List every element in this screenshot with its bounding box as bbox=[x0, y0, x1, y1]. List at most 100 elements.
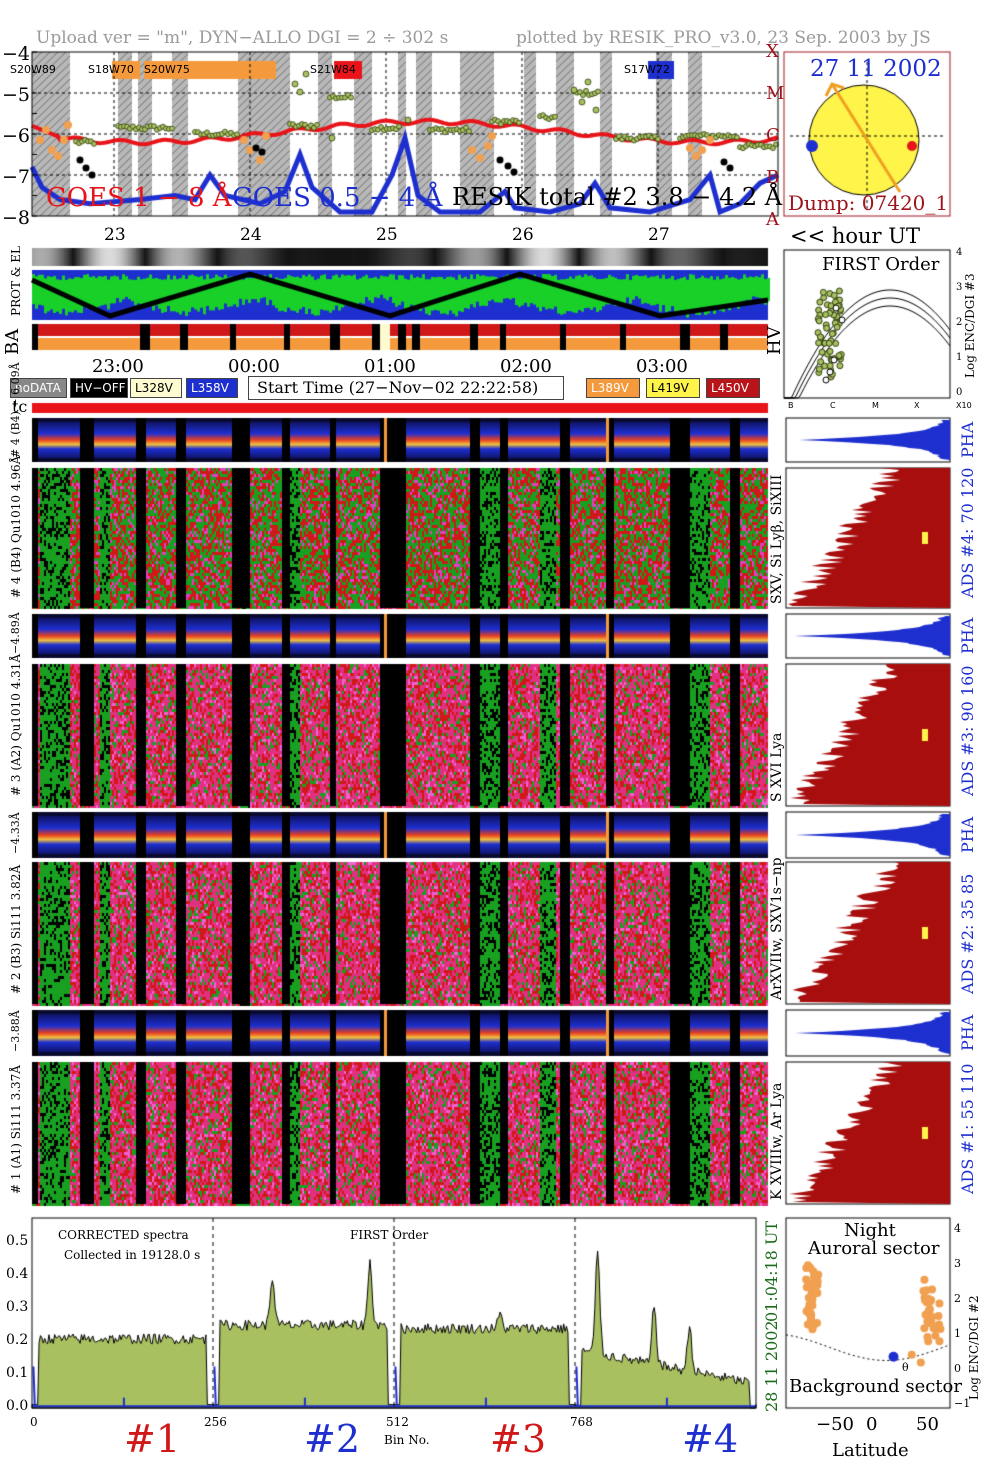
section-label-4: #4 bbox=[682, 1417, 739, 1461]
flare-label: S20W89 bbox=[10, 63, 56, 76]
section-label-1: #1 bbox=[124, 1417, 181, 1461]
legend-l328v: L328V bbox=[130, 378, 182, 398]
section-label-3: #3 bbox=[490, 1417, 547, 1461]
goes-ytick: −6 bbox=[2, 125, 31, 147]
aurora-ytick: 0 bbox=[954, 1362, 961, 1375]
aurora-night: Night bbox=[844, 1220, 896, 1241]
legend-resik-total: RESIK total #2 3.8 − 4.2 Å bbox=[452, 183, 783, 211]
tc-label: tc bbox=[12, 397, 28, 416]
first-order-ytick: 3 bbox=[956, 282, 963, 293]
spectrum-xtick: 768 bbox=[570, 1415, 593, 1429]
first-order-ytick: 1 bbox=[956, 352, 963, 363]
first-order-xtick: X bbox=[914, 401, 920, 410]
aurora-ytick: −1 bbox=[954, 1397, 971, 1410]
aurora-ylabel: Log ENC/DGI #2 bbox=[967, 1295, 981, 1400]
time-label: 01:00 bbox=[364, 356, 416, 377]
spectrum-ytick: 0.2 bbox=[6, 1332, 29, 1348]
spectrum-title: CORRECTED spectra bbox=[58, 1228, 189, 1242]
aurora-xtick: 50 bbox=[916, 1414, 939, 1435]
time-label: 03:00 bbox=[636, 356, 688, 377]
legend-hv-off: HV−OFF bbox=[70, 378, 128, 398]
goes-ytick: −8 bbox=[2, 207, 31, 229]
goes-ytick: −5 bbox=[2, 84, 31, 106]
spectral-line-label: ArXVIIw, SXV1s−np bbox=[769, 857, 785, 1000]
pha-wavelength-label: −3.88Å bbox=[9, 1010, 22, 1052]
legend-goes-05-4: GOES 0.5 − 4 Å bbox=[232, 183, 443, 213]
aurora-ytick: 4 bbox=[954, 1222, 961, 1235]
legend-nodata: noDATA bbox=[10, 378, 67, 398]
goes-class-letter: C bbox=[766, 125, 780, 146]
pha-wavelength-label: −4.33Å bbox=[9, 812, 22, 854]
aurora-xtick: −50 bbox=[816, 1414, 854, 1435]
legend-l450v: L450V bbox=[706, 378, 760, 398]
first-order-xtick: C bbox=[830, 401, 836, 410]
spectrum-ytick: 0.4 bbox=[6, 1266, 29, 1282]
channel-wavelength-label: # 3 (A2) Qu1010 4.31Å bbox=[9, 653, 23, 796]
spectrum-xtick: 256 bbox=[204, 1415, 227, 1429]
time-label: 23:00 bbox=[92, 356, 144, 377]
background-sector: Background sector bbox=[789, 1376, 962, 1397]
plotted-by-text: plotted by RESIK_PRO_v3.0, 23 Sep. 2003 … bbox=[516, 28, 931, 48]
goes-class-letter: A bbox=[766, 209, 779, 230]
goes-ytick: −7 bbox=[2, 166, 31, 188]
goes-class-letter: B bbox=[766, 167, 780, 188]
spectrum-collected: Collected in 19128.0 s bbox=[64, 1248, 201, 1262]
spectrum-xtick: 0 bbox=[30, 1415, 38, 1429]
pha-wavelength-label: # 4 (B4) − 6.09Å bbox=[9, 362, 22, 458]
ba-label: BA bbox=[2, 328, 23, 355]
start-time-box: Start Time (27−Nov−02 22:22:58) bbox=[248, 376, 564, 400]
flare-label: S17W72 bbox=[624, 63, 670, 76]
pha-wavelength-label: −4.89Å bbox=[9, 612, 22, 654]
pha-label: PHA bbox=[958, 617, 977, 654]
spectral-line-label: K XVIIIw, Ar Lya bbox=[769, 1082, 785, 1200]
upload-version-text: Upload ver = "m", DYN−ALLO DGI = 2 ÷ 302… bbox=[36, 28, 449, 48]
time-label: 02:00 bbox=[500, 356, 552, 377]
channel-wavelength-label: # 4 (B4) Qu1010 4.96Å bbox=[9, 455, 23, 598]
pha-label: PHA bbox=[958, 421, 977, 458]
first-order-ytick: 2 bbox=[956, 317, 963, 328]
spectrum-ytick: 0.0 bbox=[6, 1398, 29, 1414]
day-label: 26 bbox=[512, 225, 534, 245]
ads-label: ADS #2: 35 85 bbox=[958, 873, 977, 994]
spectrum-xtick: 512 bbox=[386, 1415, 409, 1429]
channel-wavelength-label: # 1 (A1) Si111 3.37Å bbox=[9, 1065, 23, 1194]
spectrum-xlabel: Bin No. bbox=[384, 1433, 430, 1447]
first-order-xtick: B bbox=[788, 401, 794, 410]
pha-label: PHA bbox=[958, 1014, 977, 1051]
aurora-xlabel: Latitude bbox=[832, 1440, 909, 1461]
sun-date: 27 11 2002 bbox=[810, 56, 942, 82]
legend-goes-1-8: GOES 1 − 8 Å bbox=[46, 183, 232, 213]
aurora-ytick: 2 bbox=[954, 1292, 961, 1305]
aurora-ytick: 1 bbox=[954, 1327, 961, 1340]
flare-label: S20W75 bbox=[144, 63, 190, 76]
first-order-title: FIRST Order bbox=[822, 254, 940, 275]
spectrum-date: 28 11 2002 bbox=[762, 1320, 781, 1412]
channel-wavelength-label: # 2 (B3) Si111 3.82Å bbox=[9, 864, 23, 994]
goes-class-letter: M bbox=[766, 83, 785, 104]
first-order-xtick: X10 bbox=[956, 401, 972, 410]
legend-l389v: L389V bbox=[586, 378, 640, 398]
spectral-line-label: SXV, Si Lyβ, SiXIII bbox=[769, 474, 785, 604]
ads-label: ADS #3: 90 160 bbox=[958, 665, 977, 796]
spectrum-first-order: FIRST Order bbox=[350, 1228, 429, 1242]
spectrum-ytick: 0.5 bbox=[6, 1233, 29, 1249]
first-order-xtick: M bbox=[872, 401, 879, 410]
first-order-ytick: 0 bbox=[956, 387, 963, 398]
legend-l419v: L419V bbox=[646, 378, 700, 398]
day-label: 23 bbox=[104, 225, 126, 245]
pha-label: PHA bbox=[958, 816, 977, 853]
hour-ut-label: << hour UT bbox=[790, 224, 920, 248]
section-label-2: #2 bbox=[304, 1417, 361, 1461]
time-label: 00:00 bbox=[228, 356, 280, 377]
hv-label: HV bbox=[764, 326, 785, 355]
theta-label: θ bbox=[902, 1361, 909, 1374]
aurora-ytick: 3 bbox=[954, 1257, 961, 1270]
first-order-ytick: 4 bbox=[956, 247, 963, 258]
ads-label: ADS #1: 55 110 bbox=[958, 1063, 977, 1194]
goes-ytick: −4 bbox=[2, 43, 31, 65]
prot-el-label: PROT & EL bbox=[9, 246, 23, 316]
legend-l358v: L358V bbox=[186, 378, 238, 398]
flare-label: S21W84 bbox=[310, 63, 356, 76]
day-label: 27 bbox=[648, 225, 670, 245]
